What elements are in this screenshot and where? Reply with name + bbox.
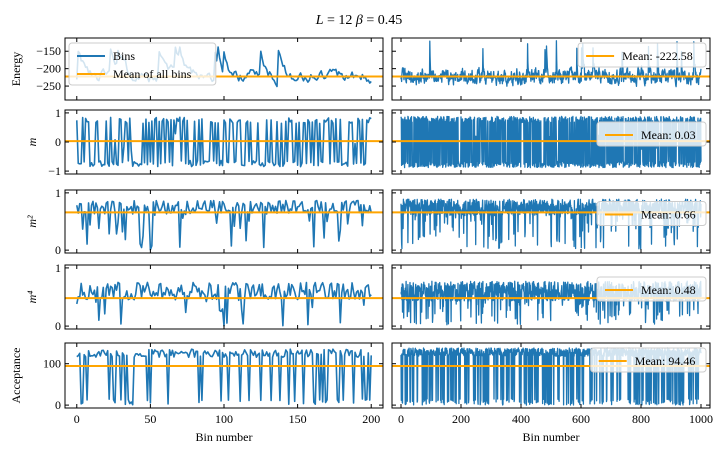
legend: Mean: 0.03	[596, 121, 707, 147]
legend-box	[596, 276, 707, 302]
legend-entry: Mean: 0.48	[641, 283, 696, 297]
bins-line	[76, 348, 373, 406]
legend-entry: Mean: 0.03	[641, 128, 696, 142]
legend-entry: Mean of all bins	[113, 67, 192, 81]
panel-1-left: 1 0 −1 m	[25, 106, 384, 178]
x-tick-label: 0	[74, 412, 80, 426]
y-tick-label: 1	[55, 186, 61, 200]
legend-box	[590, 347, 707, 373]
axes-frame	[391, 342, 711, 409]
y-tick-label: 0	[55, 319, 61, 333]
x-tick-label: 800	[632, 412, 650, 426]
bins-line	[75, 199, 373, 251]
legend-entry: Bins	[113, 49, 135, 63]
panel-2-right: Mean: 0.66	[391, 189, 711, 254]
panel-4-left: 0 50 100 150 200 100 0 Acceptance Bin number	[9, 342, 384, 444]
y-axis-label: m⁴	[25, 291, 39, 304]
x-tick-label: 200	[452, 412, 470, 426]
legend: Mean: 0.48	[596, 276, 707, 302]
panel-3-left: 1 0 m⁴	[25, 261, 384, 333]
legend-entry: Mean: 94.46	[635, 354, 696, 368]
y-axis-label: m	[25, 137, 39, 146]
legend: Mean: -222.58	[577, 42, 707, 68]
axes-frame	[391, 189, 711, 254]
bins-line	[75, 116, 372, 168]
panel-1-right: Mean: 0.03	[391, 109, 711, 175]
bins-line	[400, 115, 702, 169]
y-tick-label: −250	[36, 79, 61, 93]
panel-4-right: 0 200 400 600 800 1000 Bin number Mean: 94.46	[391, 342, 713, 444]
legend-entry: Mean: 0.66	[641, 208, 696, 222]
y-tick-label: −150	[36, 44, 61, 58]
axes-frame	[391, 264, 711, 330]
legend: Mean: 0.66	[596, 201, 707, 226]
legend-entry: Mean: -222.58	[622, 49, 693, 63]
panel-0-right: Mean: -222.58	[391, 37, 711, 101]
x-tick-label: 100	[215, 412, 233, 426]
x-tick-label: 50	[144, 412, 156, 426]
y-axis-label: Acceptance	[9, 348, 23, 404]
legend: Bins Mean of all bins	[68, 42, 217, 86]
bins-line	[75, 281, 372, 327]
y-axis-label: Energy	[9, 52, 23, 86]
x-tick-label: 150	[289, 412, 307, 426]
y-tick-label: 1	[55, 106, 61, 120]
axes-frame	[64, 189, 384, 254]
x-tick-label: 1000	[689, 412, 713, 426]
legend-box	[596, 201, 707, 226]
legend-box	[577, 42, 707, 68]
y-tick-label: 100	[43, 357, 61, 371]
y-tick-label: 0	[55, 135, 61, 149]
x-axis-label: Bin number	[196, 430, 253, 444]
y-tick-label: −1	[48, 164, 61, 178]
y-axis-label: m²	[25, 215, 39, 228]
legend: Mean: 94.46	[590, 347, 707, 373]
x-tick-label: 0	[398, 412, 404, 426]
y-tick-label: 0	[55, 243, 61, 257]
panel-2-left: 1 0 m²	[25, 186, 384, 257]
x-axis-label: Bin number	[523, 430, 580, 444]
legend-box	[68, 42, 217, 86]
y-tick-label: −200	[36, 62, 61, 76]
y-tick-label: 0	[55, 398, 61, 412]
x-tick-label: 200	[362, 412, 380, 426]
legend-box	[596, 121, 707, 147]
x-tick-label: 600	[572, 412, 590, 426]
figure-title: L = 12 β = 0.45	[315, 13, 403, 28]
panel-3-right: Mean: 0.48	[391, 264, 711, 330]
x-tick-label: 400	[512, 412, 530, 426]
panel-0-left: −150 −200 −250 Energy Bins Mean of all bins	[9, 37, 384, 101]
y-tick-label: 1	[55, 261, 61, 275]
